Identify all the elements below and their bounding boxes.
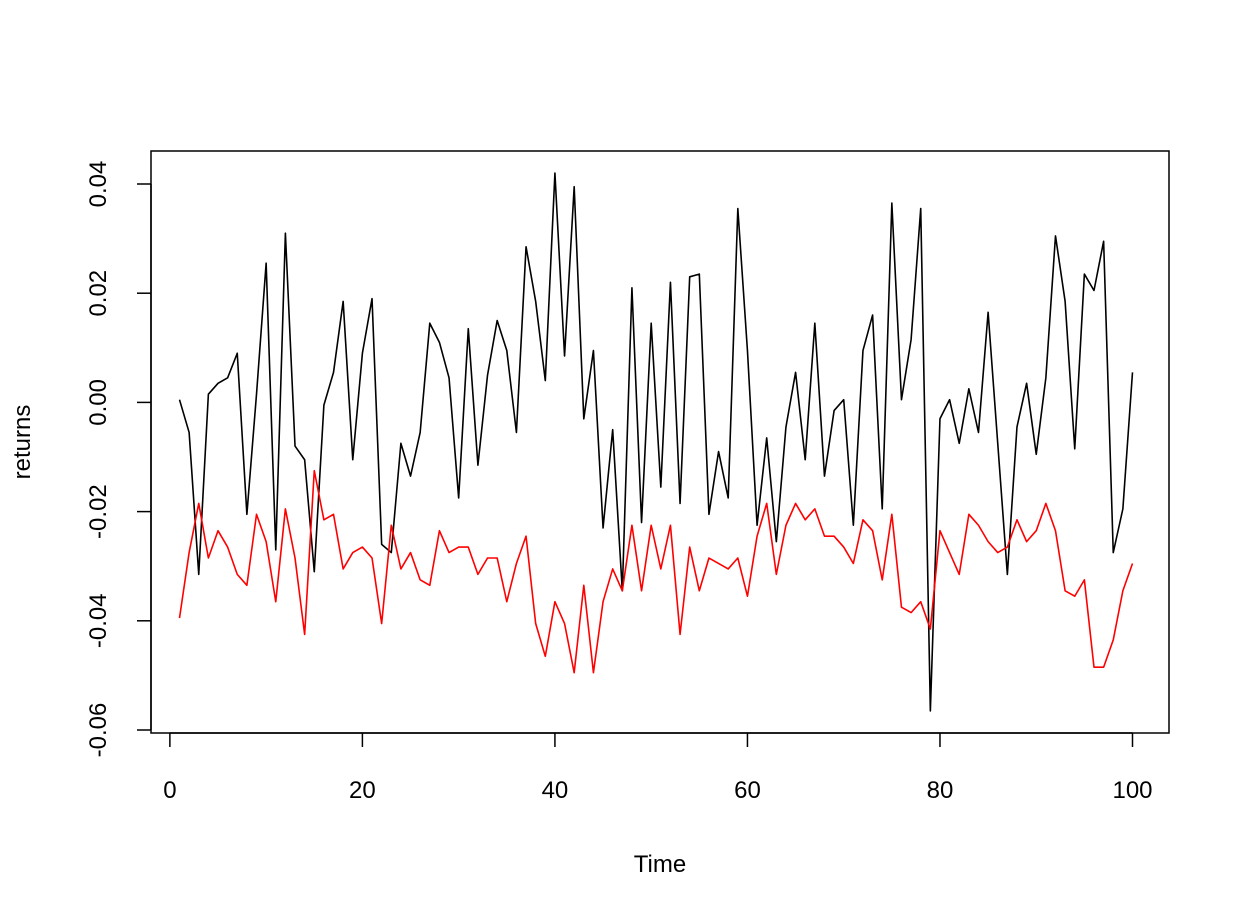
x-tick-label: 0 [163,777,176,804]
x-tick-label: 80 [927,777,954,804]
y-tick-label: 0.00 [85,379,112,426]
x-tick-label: 100 [1112,777,1152,804]
x-tick-label: 40 [542,777,569,804]
y-axis: -0.06 -0.04 -0.02 0.00 0.02 0.04 [85,161,152,758]
y-tick-label: -0.06 [85,703,112,758]
x-tick-label: 20 [349,777,376,804]
y-axis-title: returns [9,405,36,480]
y-tick-label: -0.04 [85,593,112,648]
x-axis: 0 20 40 60 80 100 [163,732,1153,804]
series-line-1 [178,172,1134,712]
series-line-2 [178,469,1134,674]
y-tick-label: 0.02 [85,270,112,317]
x-axis-title: Time [634,851,686,878]
series-layer [178,172,1134,712]
y-tick-label: 0.04 [85,161,112,208]
x-tick-label: 60 [734,777,761,804]
y-tick-label: -0.02 [85,484,112,539]
